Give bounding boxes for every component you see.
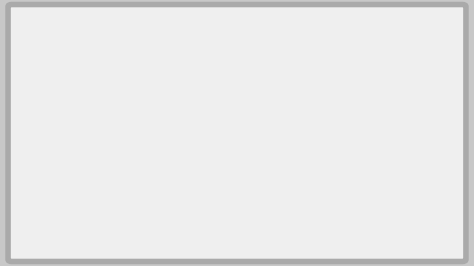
Text: tan: tan	[26, 116, 48, 129]
Text: =: =	[62, 116, 73, 130]
Text: tan: tan	[92, 79, 112, 92]
Text: θ: θ	[50, 109, 56, 119]
Text: 8: 8	[434, 127, 442, 139]
Text: 1: 1	[119, 53, 128, 66]
Text: sinθ: sinθ	[115, 131, 141, 144]
Text: =: =	[68, 66, 79, 80]
Text: 2: 2	[49, 126, 57, 136]
Text: θ: θ	[397, 88, 404, 98]
Text: 2: 2	[119, 87, 126, 97]
Text: Use the figure to find the exact value of the trigonometric function.: Use the figure to find the exact value o…	[26, 24, 363, 34]
Text: $8^2+15^2=z^2$: $8^2+15^2=z^2$	[301, 99, 377, 116]
Text: θ: θ	[43, 60, 50, 70]
Text: 2: 2	[43, 76, 50, 86]
Text: cot: cot	[26, 68, 47, 81]
Text: θ: θ	[119, 75, 126, 85]
Text: 1 − cosθ: 1 − cosθ	[100, 103, 155, 115]
Text: 289·: 289·	[325, 68, 351, 81]
Text: 15: 15	[350, 222, 366, 235]
